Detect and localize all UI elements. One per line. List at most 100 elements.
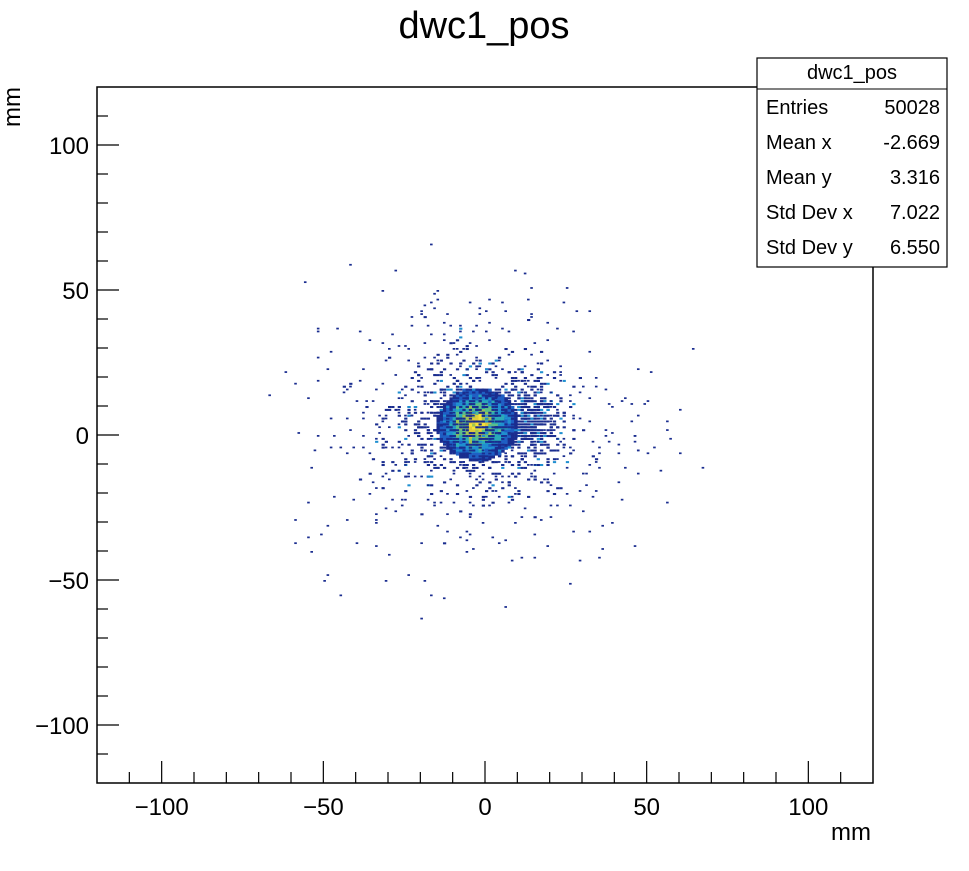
- heatmap-cell: [507, 423, 512, 427]
- heatmap-cell: [430, 333, 433, 336]
- heatmap-cell: [400, 420, 405, 423]
- heatmap-cell: [497, 461, 501, 463]
- heatmap-cell: [497, 394, 502, 397]
- heatmap-cell: [485, 400, 489, 404]
- heatmap-cell: [381, 487, 385, 489]
- heatmap-cell: [497, 443, 502, 446]
- heatmap-cell: [462, 406, 466, 410]
- heatmap-cell: [481, 406, 485, 409]
- heatmap-cell: [501, 443, 505, 446]
- heatmap-cell: [439, 403, 443, 406]
- heatmap-cell: [514, 414, 518, 417]
- heatmap-cell: [497, 435, 502, 439]
- heatmap-cell: [442, 443, 447, 446]
- stat-value-mean-y: 3.316: [890, 167, 940, 189]
- heatmap-cell: [478, 400, 482, 402]
- x-tick-label: 100: [788, 794, 828, 821]
- heatmap-cell: [446, 435, 450, 439]
- heatmap-cell: [530, 437, 533, 440]
- heatmap-cell: [455, 388, 459, 391]
- heatmap-cell: [472, 391, 476, 394]
- heatmap-cell: [588, 310, 592, 313]
- heatmap-cell: [591, 440, 595, 443]
- heatmap-cell: [446, 414, 450, 417]
- heatmap-cell: [527, 420, 531, 423]
- heatmap-cell: [520, 371, 524, 374]
- heatmap-cell: [475, 449, 479, 453]
- heatmap-cell: [488, 403, 492, 406]
- heatmap-cell: [404, 345, 407, 347]
- heatmap-cell: [475, 377, 479, 380]
- heatmap-cell: [426, 461, 430, 463]
- heatmap-cell: [478, 391, 482, 394]
- heatmap-cell: [546, 478, 550, 481]
- heatmap-cell: [436, 437, 440, 440]
- heatmap-cell: [598, 452, 601, 455]
- heatmap-cell: [459, 388, 463, 391]
- heatmap-cell: [520, 403, 524, 406]
- heatmap-cell: [407, 414, 411, 417]
- heatmap-cell: [307, 501, 310, 504]
- heatmap-cell: [297, 432, 301, 434]
- heatmap-cell: [375, 487, 378, 489]
- heatmap-cell: [410, 388, 414, 391]
- heatmap-cell: [439, 379, 443, 382]
- heatmap-cell: [446, 403, 450, 406]
- heatmap-cell: [436, 423, 440, 426]
- heatmap-cell: [449, 403, 453, 407]
- heatmap-cell: [423, 316, 427, 319]
- heatmap-cell: [439, 501, 443, 504]
- heatmap-cell: [520, 452, 524, 455]
- heatmap-cell: [430, 435, 434, 438]
- heatmap-cell: [430, 475, 434, 478]
- heatmap-cell: [404, 498, 407, 501]
- heatmap-cell: [475, 423, 479, 427]
- heatmap-cell: [485, 429, 488, 431]
- heatmap-cell: [481, 504, 485, 507]
- heatmap-cell: [459, 397, 463, 401]
- heatmap-cell: [539, 443, 544, 446]
- heatmap-cell: [439, 435, 444, 439]
- heatmap-cell: [394, 408, 398, 411]
- heatmap-cell: [472, 394, 476, 398]
- heatmap-cell: [468, 377, 473, 380]
- heatmap-cell: [381, 290, 385, 292]
- heatmap-cell: [455, 437, 460, 440]
- heatmap-cell: [442, 333, 446, 336]
- heatmap-cell: [442, 597, 446, 600]
- heatmap-cell: [504, 435, 507, 437]
- heatmap-cell: [455, 420, 460, 424]
- heatmap-cell: [494, 429, 499, 433]
- heatmap-cell: [452, 461, 456, 464]
- heatmap-cell: [420, 437, 424, 440]
- heatmap-cell: [514, 426, 518, 430]
- heatmap-cell: [436, 524, 440, 527]
- heatmap-cell: [433, 382, 437, 385]
- heatmap-cell: [533, 429, 537, 432]
- heatmap-cell: [530, 443, 534, 446]
- heatmap-cell: [481, 432, 485, 435]
- heatmap-cell: [433, 504, 436, 507]
- heatmap-cell: [472, 423, 476, 427]
- heatmap-cell: [468, 437, 473, 442]
- heatmap-cell: [552, 472, 556, 475]
- heatmap-cell: [462, 397, 466, 400]
- heatmap-cell: [510, 432, 515, 436]
- heatmap-cell: [365, 406, 369, 409]
- heatmap-cell: [527, 464, 530, 466]
- heatmap-cell: [549, 426, 553, 429]
- heatmap-cell: [449, 449, 453, 453]
- heatmap-cell: [475, 432, 479, 436]
- heatmap-cell: [488, 368, 492, 371]
- heatmap-cell: [439, 432, 444, 436]
- heatmap-cell: [404, 423, 408, 426]
- heatmap-cell: [478, 446, 482, 449]
- heatmap-cell: [481, 420, 485, 423]
- heatmap-cell: [388, 478, 391, 481]
- heatmap-cell: [449, 397, 453, 401]
- heatmap-cell: [475, 397, 479, 401]
- heatmap-cell: [459, 461, 463, 464]
- heatmap-cell: [455, 403, 460, 407]
- heatmap-cell: [407, 435, 410, 437]
- heatmap-cell: [423, 400, 427, 403]
